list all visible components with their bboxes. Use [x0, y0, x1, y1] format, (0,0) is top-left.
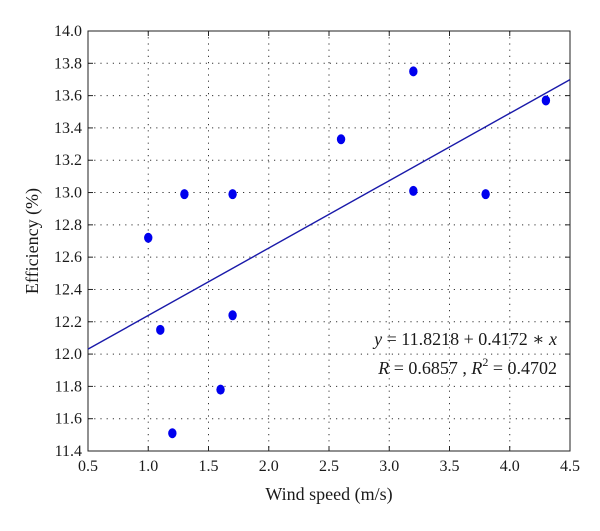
equation-y-var: y	[372, 329, 382, 349]
x-tick-label: 0.5	[78, 458, 98, 475]
x-tick-label: 4.0	[500, 458, 520, 475]
data-point	[228, 189, 237, 200]
y-tick-label: 14.0	[54, 23, 82, 40]
fit-line-group	[87, 78, 571, 350]
y-tick-label: 13.4	[54, 120, 82, 137]
data-point	[156, 324, 165, 335]
data-points	[144, 66, 551, 439]
data-point	[541, 95, 551, 106]
x-tick-label: 2.5	[319, 458, 339, 475]
y-tick-label: 12.8	[54, 217, 82, 234]
grid	[88, 31, 570, 451]
data-point	[168, 428, 177, 439]
r2-var: R	[470, 358, 482, 378]
equation-x-var: x	[548, 329, 557, 349]
data-point	[409, 185, 418, 196]
data-point	[409, 66, 418, 77]
x-tick-label: 3.0	[379, 458, 399, 475]
x-axis-ticks: 0.5 1.0 1.5 2.0 2.5 3.0 3.5 4.0 4.5	[78, 31, 580, 475]
r-value: = 0.6857 ,	[389, 358, 471, 378]
x-tick-label: 4.5	[560, 458, 580, 475]
r2-superscript: 2	[482, 355, 488, 369]
data-point	[481, 189, 490, 200]
correlation-stats: R = 0.6857 , R2 = 0.4702	[377, 355, 557, 378]
regression-line	[87, 78, 571, 350]
y-tick-label: 12.0	[54, 346, 82, 363]
y-tick-label: 13.6	[54, 88, 82, 105]
y-tick-label: 11.6	[55, 411, 82, 428]
x-axis-label: Wind speed (m/s)	[265, 484, 392, 505]
y-tick-label: 13.0	[54, 185, 82, 202]
y-tick-label: 11.4	[55, 443, 82, 460]
data-point	[180, 189, 189, 200]
x-tick-label: 1.5	[199, 458, 219, 475]
y-tick-label: 12.4	[54, 281, 82, 298]
y-tick-label: 11.8	[55, 378, 82, 395]
y-tick-label: 12.2	[54, 314, 82, 331]
y-tick-label: 12.6	[54, 249, 82, 266]
data-point	[144, 232, 153, 243]
x-tick-label: 3.5	[440, 458, 460, 475]
y-axis-label: Efficiency (%)	[22, 188, 43, 294]
data-point	[336, 134, 346, 145]
r2-value: = 0.4702	[488, 358, 557, 378]
data-point	[216, 384, 225, 395]
data-point	[228, 310, 237, 321]
equation-body: = 11.8218 + 0.4172 ∗	[382, 329, 549, 349]
x-tick-label: 1.0	[138, 458, 158, 475]
y-axis-ticks: 11.4 11.6 11.8 12.0 12.2 12.4 12.6 12.8 13.0 13.2…	[54, 23, 570, 460]
x-tick-label: 2.0	[259, 458, 279, 475]
r-var: R	[377, 358, 389, 378]
y-tick-label: 13.2	[54, 152, 82, 169]
y-tick-label: 13.8	[54, 55, 82, 72]
regression-equation: y = 11.8218 + 0.4172 ∗ x	[372, 329, 557, 349]
